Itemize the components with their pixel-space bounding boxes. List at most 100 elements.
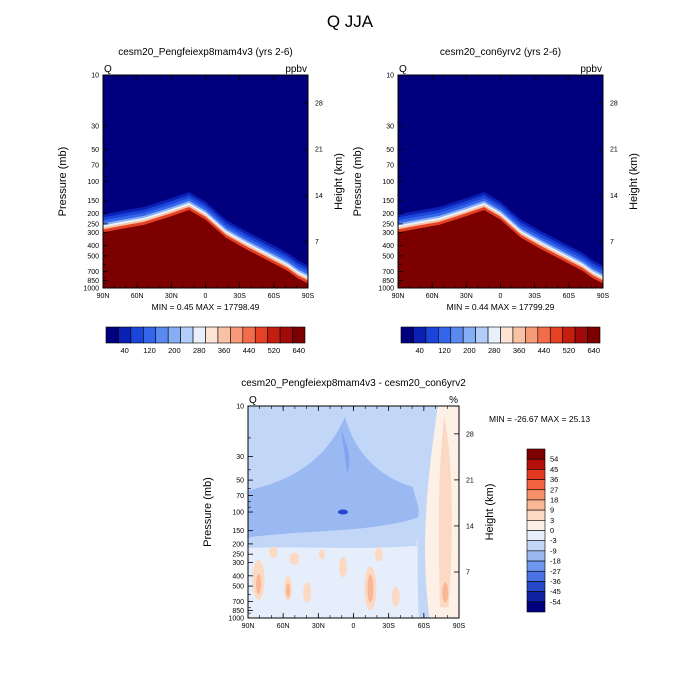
y-tick-label: 300 [232,560,244,567]
y-tick-label: 400 [382,243,394,250]
colorbar-swatch [254,326,268,344]
x-tick-label: 60N [426,293,439,300]
colorbar-swatch [438,326,452,344]
contour-blob [442,582,449,603]
y2-axis-title: Height (km) [333,153,345,210]
colorbar-label: 54 [550,455,558,464]
colorbar-swatch [487,326,501,344]
y-tick-label: 30 [386,123,394,130]
y-tick-label: 70 [386,163,394,170]
contour-band [248,416,422,538]
colorbar-label: 9 [550,506,554,515]
x-tick-label: 30N [165,293,178,300]
x-tick-label: 60N [131,293,144,300]
y-tick-label: 700 [382,269,394,276]
contour-blob [391,586,400,607]
difference-panel: 1030507010015020025030040050070085010002… [202,378,590,630]
colorbar-label: -54 [550,597,561,606]
y-axis-title: Pressure (mb) [202,477,214,547]
colorbar-label: 40 [415,346,423,355]
colorbar-swatch [587,326,601,344]
contour-blob [338,557,347,578]
right-corner-label: % [449,395,458,406]
colorbar-swatch [413,326,427,344]
y2-tick-label: 21 [466,477,474,484]
contour-blob [337,509,348,515]
colorbar-swatch [450,326,464,344]
colorbar-swatch [526,570,546,582]
x-tick-label: 30S [233,293,246,300]
y-tick-label: 150 [232,528,244,535]
x-tick-label: 0 [204,293,208,300]
y-tick-label: 250 [382,221,394,228]
x-tick-label: 60S [268,293,281,300]
y-tick-label: 700 [232,599,244,606]
x-tick-label: 60S [418,623,431,630]
y2-tick-label: 14 [466,523,474,530]
colorbar-swatch [526,560,546,572]
min-max-text: MIN = -26.67 MAX = 25.13 [489,414,590,424]
y-tick-label: 10 [386,73,394,80]
colorbar-swatch [562,326,576,344]
x-tick-label: 90N [242,623,255,630]
colorbar-swatch [549,326,563,344]
y2-tick-label: 7 [466,569,470,576]
y-tick-label: 250 [232,552,244,559]
colorbar-label: 440 [538,346,551,355]
colorbar-swatch [526,448,546,460]
y-tick-label: 70 [236,493,244,500]
y-tick-label: 1000 [228,616,244,623]
colorbar-label: 120 [438,346,451,355]
y-tick-label: 30 [91,123,99,130]
colorbar-swatch [400,326,414,344]
x-tick-label: 30N [460,293,473,300]
colorbar-label: 520 [268,346,281,355]
colorbar-label: 640 [588,346,601,355]
contour-blob [286,583,291,598]
y-tick-label: 500 [87,253,99,260]
y-tick-label: 100 [382,179,394,186]
colorbar-swatch [105,326,119,344]
contour-band [340,427,350,474]
y-tick-label: 50 [91,147,99,154]
field-panel: 1030507010015020025030040050070085010002… [352,47,640,355]
y-tick-label: 100 [232,510,244,517]
y-tick-label: 200 [232,541,244,548]
y-tick-label: 10 [236,404,244,411]
y-axis-title: Pressure (mb) [57,147,69,217]
y2-tick-label: 14 [315,193,323,200]
colorbar-swatch [526,591,546,603]
y-tick-label: 850 [232,608,244,615]
plot-title: cesm20_Pengfeiexp8mam4v3 (yrs 2-6) [118,47,293,58]
figure-title: Q JJA [326,12,374,31]
colorbar-label: 200 [168,346,181,355]
colorbar-swatch [242,326,256,344]
y2-tick-label: 21 [315,147,323,154]
contour-band [438,416,452,608]
colorbar-label: 280 [193,346,206,355]
colorbar-swatch [475,326,489,344]
colorbar-swatch [425,326,439,344]
y2-tick-label: 21 [610,147,618,154]
colorbar-label: 280 [488,346,501,355]
colorbar-swatch [217,326,231,344]
contour-band [417,406,434,618]
x-tick-label: 90S [597,293,610,300]
colorbar-swatch [462,326,476,344]
y2-axis-title: Height (km) [628,153,640,210]
x-tick-label: 90S [453,623,466,630]
y-tick-label: 50 [236,478,244,485]
colorbar-label: 45 [550,465,558,474]
colorbar-swatch [526,469,546,480]
y2-tick-label: 7 [315,239,319,246]
x-tick-label: 60S [563,293,576,300]
left-corner-label: Q [399,64,407,75]
y-tick-label: 200 [87,211,99,218]
y2-tick-label: 7 [610,239,614,246]
colorbar-swatch [526,581,546,592]
y2-tick-label: 28 [315,100,323,107]
colorbar-swatch [500,326,514,344]
y-tick-label: 850 [382,278,394,285]
plot-title: cesm20_con6yrv2 (yrs 2-6) [440,47,561,58]
y-tick-label: 30 [236,454,244,461]
